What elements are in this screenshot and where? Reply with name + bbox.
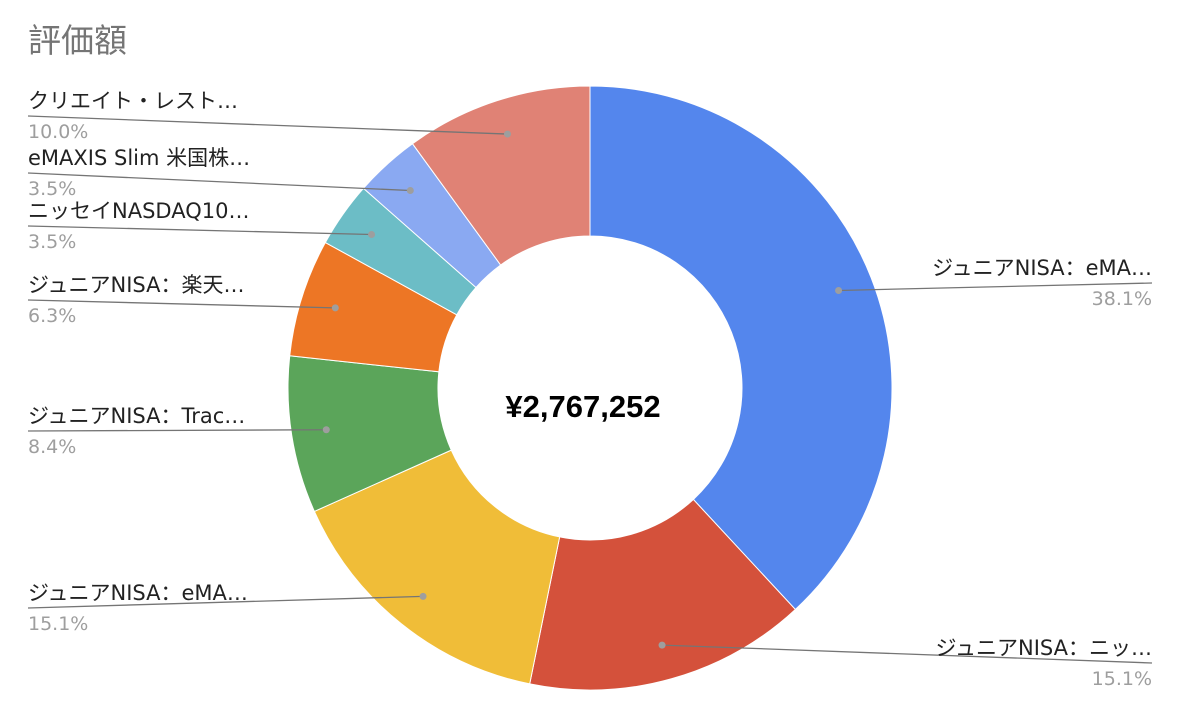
slice-pct-4: 6.3% [28, 305, 76, 327]
slice-7 [411, 85, 591, 266]
slice-pct-2: 15.1% [28, 613, 88, 635]
leader-line-4 [27, 299, 336, 309]
slice-label-2: ジュニアNISA：eMA… [28, 581, 248, 605]
slice-pct-1: 15.1% [1092, 668, 1152, 690]
slice-pct-5: 3.5% [28, 231, 76, 253]
slice-2 [313, 449, 561, 685]
slice-pct-7: 10.0% [28, 121, 88, 143]
center-total-label: ¥2,767,252 [505, 389, 660, 424]
leader-dot-4 [331, 304, 339, 312]
slice-label-6: eMAXIS Slim 米国株… [28, 146, 250, 170]
leader-line-1 [662, 644, 1153, 664]
leader-dot-0 [835, 286, 843, 294]
slice-label-7: クリエイト・レスト… [28, 89, 238, 113]
leader-line-6 [27, 172, 411, 192]
labels-group: ジュニアNISA：eMA… 38.1% ジュニアNISA：ニッ… 15.1% ジュニアN… [27, 89, 1153, 690]
slice-1 [529, 498, 797, 691]
slice-pct-3: 8.4% [28, 436, 76, 458]
slice-0 [589, 85, 893, 611]
leader-dot-3 [322, 426, 330, 434]
leader-line-3 [27, 429, 327, 432]
slice-label-4: ジュニアNISA：楽天… [28, 273, 245, 297]
slices-group [287, 85, 893, 691]
slice-pct-0: 38.1% [1092, 288, 1152, 310]
leader-line-5 [27, 225, 372, 236]
leader-dot-5 [368, 230, 376, 238]
leader-dot-1 [658, 641, 666, 649]
slice-label-3: ジュニアNISA：Trac… [28, 404, 245, 428]
leader-dot-2 [419, 592, 427, 600]
leader-line-0 [838, 282, 1153, 292]
leader-line-2 [27, 595, 424, 609]
leader-dot-7 [503, 130, 511, 138]
slice-label-5: ニッセイNASDAQ10… [28, 199, 249, 223]
slice-pct-6: 3.5% [28, 178, 76, 200]
slice-label-0: ジュニアNISA：eMA… [932, 256, 1152, 280]
leader-dot-6 [406, 187, 414, 195]
slice-label-1: ジュニアNISA：ニッ… [935, 636, 1152, 660]
chart-title: 評価額 [28, 21, 127, 60]
leader-line-7 [27, 115, 508, 135]
